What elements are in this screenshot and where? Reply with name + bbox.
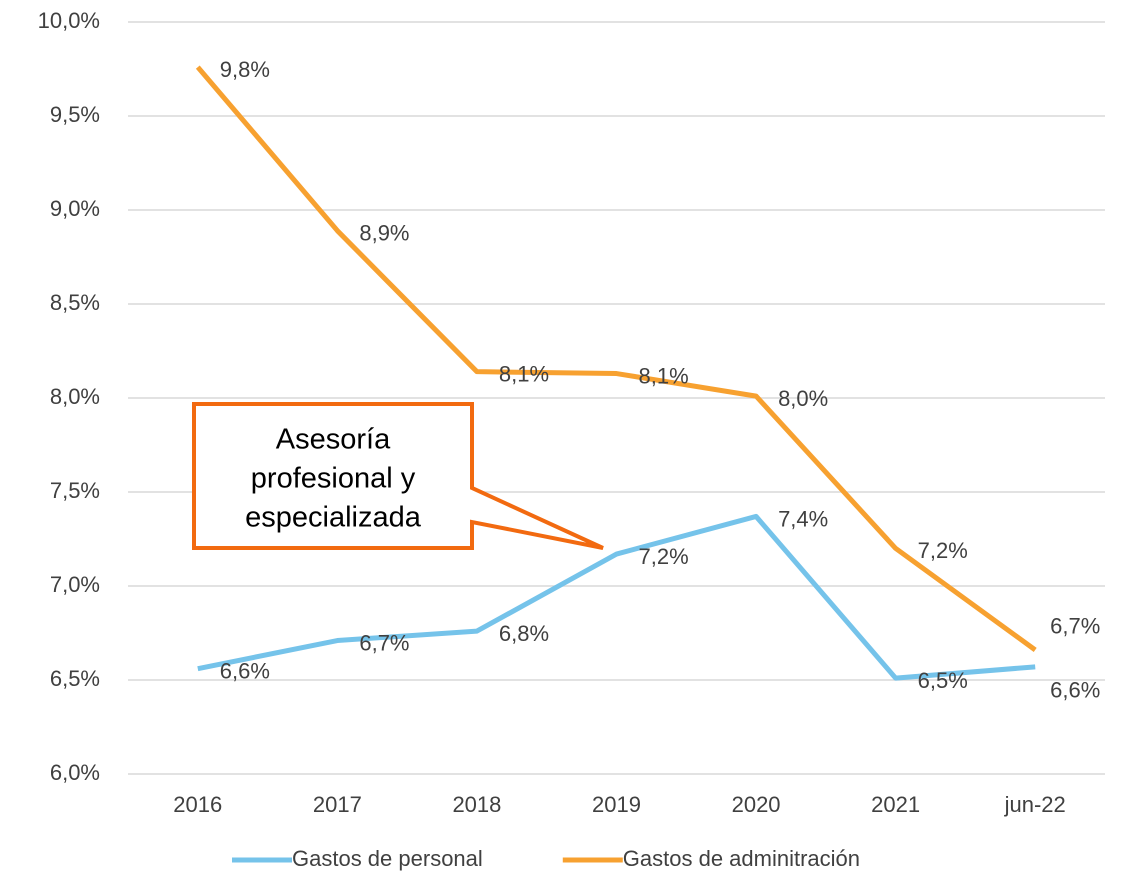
y-tick-label: 9,0% — [50, 196, 100, 221]
y-tick-label: 8,0% — [50, 384, 100, 409]
y-tick-label: 6,5% — [50, 666, 100, 691]
data-label: 9,8% — [220, 57, 270, 82]
x-tick-label: 2020 — [732, 792, 781, 817]
x-tick-label: 2017 — [313, 792, 362, 817]
y-tick-label: 9,5% — [50, 102, 100, 127]
data-label: 6,5% — [918, 668, 968, 693]
callout-box — [192, 402, 604, 550]
x-tick-label: 2021 — [871, 792, 920, 817]
legend: Gastos de personal Gastos de adminitració… — [232, 846, 860, 871]
data-label: 6,6% — [220, 659, 270, 684]
data-label: 8,1% — [499, 361, 549, 386]
legend-label: Gastos de personal — [292, 846, 483, 871]
data-label: 7,2% — [639, 544, 689, 569]
annotation-text: especializada — [245, 502, 422, 534]
data-label: 8,9% — [359, 220, 409, 245]
x-tick-label: 2018 — [452, 792, 501, 817]
y-tick-label: 10,0% — [38, 8, 100, 33]
data-label: 6,8% — [499, 621, 549, 646]
x-tick-label: jun-22 — [1004, 792, 1066, 817]
data-label: 6,7% — [359, 630, 409, 655]
data-label: 8,0% — [778, 386, 828, 411]
data-label: 6,7% — [1050, 614, 1100, 639]
y-tick-label: 7,0% — [50, 572, 100, 597]
x-tick-label: 2019 — [592, 792, 641, 817]
data-label: 7,2% — [918, 538, 968, 563]
data-label: 7,4% — [778, 506, 828, 531]
annotation-text: profesional y — [251, 463, 416, 495]
annotation-text: Asesoría — [276, 424, 391, 456]
data-label: 8,1% — [639, 363, 689, 388]
series-line — [197, 513, 1036, 681]
data-label: 6,6% — [1050, 678, 1100, 703]
y-tick-label: 8,5% — [50, 290, 100, 315]
series-line — [195, 65, 1037, 652]
legend-label: Gastos de adminitración — [623, 846, 860, 871]
y-tick-label: 7,5% — [50, 478, 100, 503]
x-tick-label: 2016 — [173, 792, 222, 817]
y-tick-label: 6,0% — [50, 760, 100, 785]
